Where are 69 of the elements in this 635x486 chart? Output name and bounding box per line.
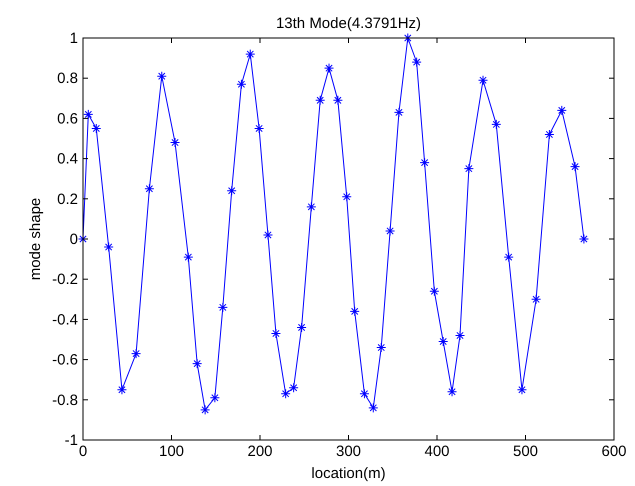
y-tick-label: -0.6 — [52, 352, 78, 369]
y-tick-label: 0.8 — [57, 70, 78, 88]
point — [91, 123, 102, 134]
point — [491, 119, 502, 130]
point — [78, 234, 88, 244]
x-tick-label: 400 — [424, 443, 450, 460]
point — [156, 71, 167, 82]
point — [429, 286, 440, 296]
point — [296, 322, 307, 332]
point — [210, 392, 220, 403]
y-tick-label: -0.4 — [52, 311, 78, 328]
point — [447, 386, 458, 397]
point — [516, 384, 527, 395]
point — [376, 342, 386, 353]
point — [183, 252, 194, 262]
point — [368, 402, 378, 413]
y-tick-label: 0.6 — [57, 110, 78, 128]
x-tick-label: 200 — [247, 443, 273, 460]
point — [104, 242, 114, 252]
point — [131, 348, 142, 359]
point — [570, 162, 580, 172]
x-axis-title: location(m) — [311, 465, 386, 482]
y-tick-label: 0 — [70, 231, 78, 248]
x-tick-label: 100 — [158, 443, 184, 460]
point — [385, 226, 396, 236]
point — [254, 123, 264, 134]
point — [455, 330, 466, 340]
point — [420, 158, 430, 168]
point — [504, 252, 514, 262]
point — [438, 336, 448, 347]
x-tick-label: 500 — [512, 443, 538, 460]
point — [270, 328, 281, 338]
chart-title: 13th Mode(4.3791Hz) — [276, 15, 422, 32]
point — [531, 294, 542, 304]
point — [226, 186, 237, 196]
x-tick-label: 300 — [336, 443, 362, 460]
point — [170, 138, 180, 148]
point — [200, 404, 210, 415]
point — [412, 57, 422, 68]
point — [350, 306, 360, 316]
point — [306, 202, 316, 212]
point — [116, 384, 127, 395]
y-tick-label: -0.8 — [52, 392, 78, 409]
point — [144, 184, 154, 194]
y-tick-label: 1 — [70, 30, 78, 47]
point — [342, 192, 352, 202]
point — [464, 164, 474, 174]
x-tick-label: 600 — [601, 443, 627, 460]
point — [402, 33, 413, 43]
point — [359, 388, 370, 399]
point — [236, 79, 246, 90]
y-tick-label: -1 — [64, 432, 78, 449]
point — [394, 107, 404, 118]
point — [332, 95, 343, 106]
point — [556, 105, 567, 116]
point — [192, 358, 202, 369]
point — [218, 302, 228, 312]
y-axis-title: mode shape — [27, 198, 44, 280]
y-tick-label: 0.4 — [57, 150, 78, 168]
point — [83, 109, 94, 120]
y-tick-label: -0.2 — [52, 271, 78, 288]
point — [544, 129, 554, 140]
point — [262, 230, 273, 240]
y-tick-label: 0.2 — [57, 190, 78, 208]
point — [578, 234, 589, 244]
point — [245, 49, 256, 60]
point — [315, 95, 326, 106]
point — [324, 63, 334, 74]
point — [478, 75, 488, 86]
